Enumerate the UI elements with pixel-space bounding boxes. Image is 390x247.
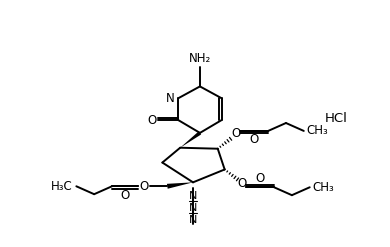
- Text: HCl: HCl: [325, 112, 348, 124]
- Text: NH₂: NH₂: [189, 52, 211, 65]
- Text: H₃C: H₃C: [51, 180, 73, 193]
- Text: N: N: [189, 215, 197, 225]
- Text: O: O: [255, 172, 265, 185]
- Text: N: N: [189, 191, 197, 201]
- Text: O: O: [139, 180, 148, 193]
- Text: O: O: [148, 114, 157, 126]
- Text: O: O: [238, 177, 247, 190]
- Text: N: N: [189, 203, 197, 213]
- Polygon shape: [167, 182, 193, 189]
- Text: O: O: [231, 127, 240, 140]
- Text: CH₃: CH₃: [313, 181, 334, 194]
- Text: CH₃: CH₃: [307, 124, 328, 137]
- Text: O: O: [120, 189, 129, 202]
- Text: O: O: [250, 133, 259, 146]
- Polygon shape: [180, 131, 201, 148]
- Text: N: N: [166, 92, 175, 105]
